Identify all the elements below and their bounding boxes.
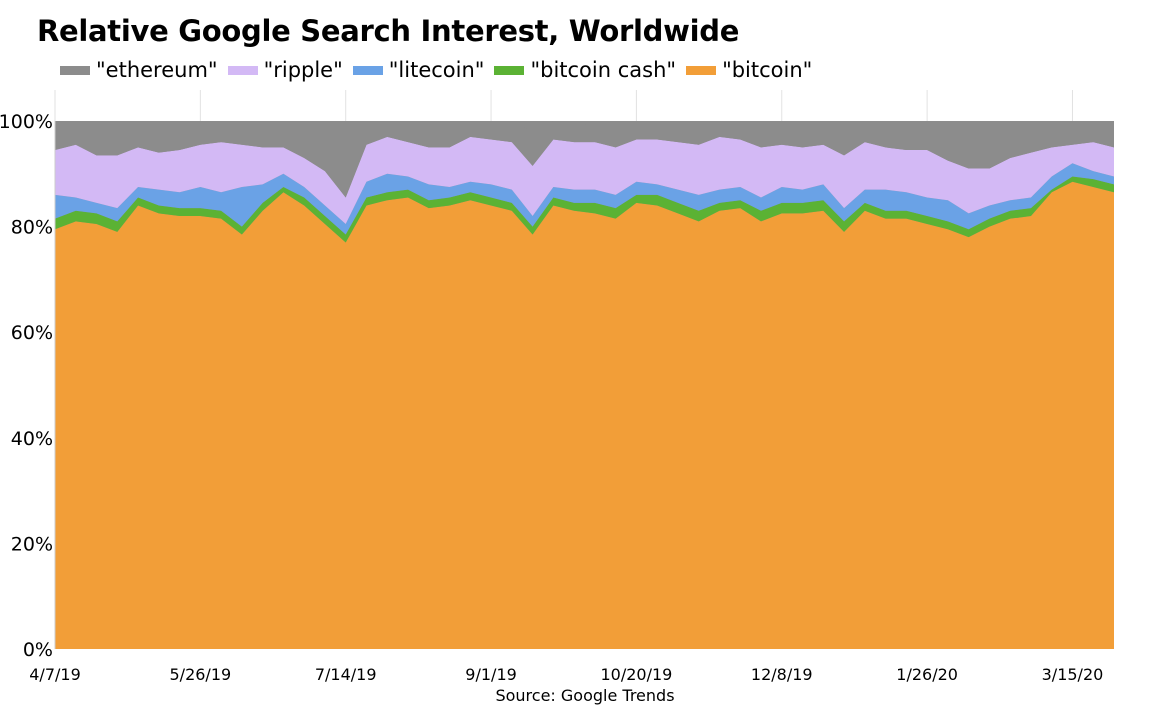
area-bitcoin [55, 182, 1114, 649]
x-tick-label: 5/26/19 [170, 665, 232, 684]
y-tick-label: 80% [11, 217, 53, 239]
y-tick-label: 40% [11, 428, 53, 450]
x-tick-label: 12/8/19 [751, 665, 813, 684]
x-tick-label: 3/15/20 [1042, 665, 1104, 684]
source-note: Source: Google Trends [0, 686, 1158, 705]
y-tick-label: 20% [11, 533, 53, 555]
x-tick-label: 4/7/19 [29, 665, 81, 684]
y-tick-label: 0% [23, 639, 53, 661]
x-tick-label: 9/1/19 [465, 665, 517, 684]
y-tick-label: 60% [11, 322, 53, 344]
x-tick-label: 7/14/19 [315, 665, 377, 684]
y-tick-label: 100% [0, 111, 53, 133]
x-tick-label: 10/20/19 [600, 665, 672, 684]
x-tick-label: 1/26/20 [896, 665, 958, 684]
